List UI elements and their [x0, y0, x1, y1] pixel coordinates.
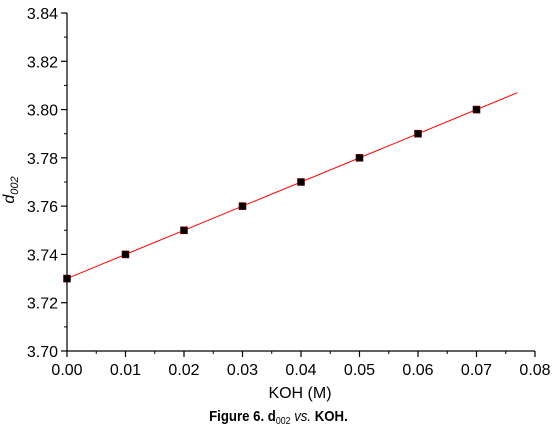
- labels-group: KOH (M) d002: [1, 176, 332, 402]
- y-axis-label-main: d: [1, 194, 18, 204]
- frame-group: [66, 13, 535, 352]
- x-tick-label: 0.06: [402, 362, 433, 379]
- x-tick-label: 0.00: [51, 362, 82, 379]
- caption-subscript: 002: [275, 416, 291, 427]
- figure-caption: Figure 6. d002 vs. KOH.: [33, 408, 523, 427]
- x-tick-label: 0.04: [285, 362, 316, 379]
- y-tick-label: 3.84: [27, 6, 58, 23]
- caption-suffix: KOH.: [314, 408, 348, 425]
- y-tick-label: 3.80: [27, 103, 58, 120]
- x-tick-label: 0.02: [168, 362, 199, 379]
- y-tick-label: 3.74: [27, 247, 58, 264]
- data-point: [355, 154, 364, 162]
- caption-prefix: Figure 6. d: [209, 408, 276, 425]
- ticks-group: 0.00 0.01 0.02 0.03 0.04 0.05 0.06 0.07 0.08 3.70…: [27, 6, 551, 379]
- fit-group: [66, 92, 518, 280]
- data-point: [297, 178, 305, 186]
- y-tick-label: 3.76: [27, 199, 58, 216]
- chart: 0.00 0.01 0.02 0.03 0.04 0.05 0.06 0.07 0.08 3.70…: [1, 6, 551, 402]
- data-point: [121, 250, 130, 259]
- data-point: [414, 129, 422, 138]
- y-tick-label: 3.78: [27, 151, 58, 168]
- y-axis-label: d002: [1, 176, 21, 203]
- y-tick-label: 3.70: [27, 344, 58, 361]
- y-tick-label: 3.82: [27, 54, 58, 71]
- y-axis-label-sub: 002: [9, 176, 21, 194]
- x-tick-label: 0.01: [110, 362, 141, 379]
- caption-vs: vs.: [294, 408, 312, 425]
- x-tick-label: 0.07: [461, 362, 492, 379]
- x-tick-label: 0.03: [227, 362, 258, 379]
- x-axis-label: KOH (M): [268, 385, 331, 402]
- data-point: [180, 226, 188, 235]
- data-point: [472, 105, 481, 114]
- data-point: [238, 202, 247, 210]
- y-tick-label: 3.72: [27, 296, 58, 313]
- x-tick-label: 0.05: [344, 362, 375, 379]
- x-tick-label: 0.08: [519, 362, 550, 379]
- fit-line: [66, 92, 518, 280]
